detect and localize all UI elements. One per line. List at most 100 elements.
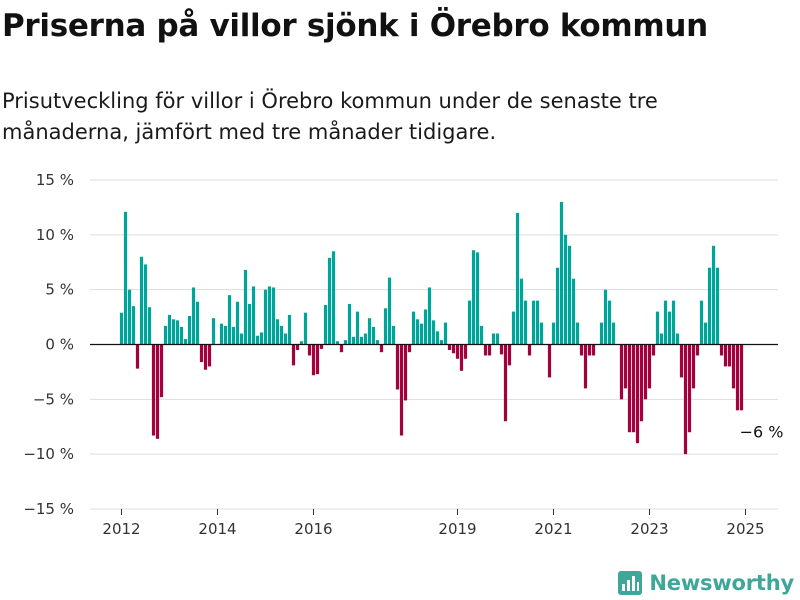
bar — [443, 322, 448, 345]
bar — [151, 344, 156, 436]
bar — [267, 286, 272, 345]
bar — [147, 307, 152, 345]
bar — [727, 344, 732, 367]
bar — [355, 311, 360, 345]
bar — [311, 344, 316, 376]
bar — [703, 322, 708, 345]
bar — [299, 341, 304, 345]
bar — [639, 344, 644, 422]
bar — [395, 344, 400, 390]
bar — [199, 344, 204, 363]
bar — [191, 287, 196, 345]
last-value-annotation: −6 % — [740, 422, 784, 441]
bar — [279, 325, 284, 345]
bar — [707, 267, 712, 345]
bar — [339, 344, 344, 353]
bar — [739, 344, 744, 411]
bar — [667, 311, 672, 345]
chart-subtitle: Prisutveckling för villor i Örebro kommu… — [2, 89, 658, 144]
bar — [643, 344, 648, 400]
bar — [303, 312, 308, 345]
bar — [487, 344, 492, 356]
bar — [211, 318, 216, 345]
bar — [447, 344, 452, 350]
bar — [695, 344, 700, 356]
bar — [179, 326, 184, 345]
x-tick-label: 2012 — [102, 520, 140, 538]
bar — [583, 344, 588, 389]
bar — [239, 333, 244, 345]
bar — [687, 344, 692, 433]
bar — [347, 303, 352, 345]
bar — [495, 333, 500, 345]
bar — [243, 269, 248, 345]
x-tick-label: 2014 — [198, 520, 236, 538]
bar — [231, 326, 236, 345]
bar — [499, 344, 504, 355]
bar — [259, 332, 264, 345]
bar — [679, 344, 684, 378]
bar — [383, 308, 388, 345]
bar — [603, 289, 608, 345]
bar — [663, 300, 668, 345]
bar — [131, 306, 136, 345]
bar — [359, 336, 364, 345]
bar — [171, 319, 176, 345]
bar — [411, 311, 416, 345]
bar — [387, 277, 392, 345]
bar — [535, 300, 540, 345]
bar — [507, 344, 512, 366]
bar — [547, 344, 552, 378]
bar — [619, 344, 624, 400]
bar — [435, 331, 440, 345]
bar — [483, 344, 488, 356]
bar — [227, 295, 232, 345]
bar — [623, 344, 628, 389]
bar — [419, 323, 424, 345]
bar — [459, 344, 464, 371]
bar — [475, 252, 480, 345]
brand-name: Newsworthy — [649, 571, 794, 595]
bar — [631, 344, 636, 433]
bar — [235, 301, 240, 345]
bar — [335, 341, 340, 345]
bar — [307, 344, 312, 356]
bar — [511, 311, 516, 345]
bar — [175, 320, 180, 345]
y-tick-label: −15 % — [23, 500, 74, 518]
y-tick-label: −5 % — [33, 390, 74, 408]
bar — [351, 336, 356, 345]
bar — [531, 300, 536, 345]
bar — [491, 333, 496, 345]
bar — [367, 318, 372, 345]
bar — [607, 300, 612, 345]
y-tick-label: 5 % — [45, 281, 74, 299]
bar — [439, 340, 444, 345]
bar — [471, 250, 476, 345]
bar — [271, 287, 276, 345]
bar — [647, 344, 652, 389]
bar — [519, 278, 524, 345]
bar — [423, 309, 428, 345]
bar — [331, 251, 336, 345]
bar — [579, 344, 584, 356]
bar — [283, 333, 288, 345]
bar — [203, 344, 208, 370]
bar — [195, 301, 200, 345]
bar — [315, 344, 320, 375]
bar — [375, 340, 380, 345]
x-tick-label: 2021 — [534, 520, 572, 538]
bar — [415, 319, 420, 345]
bar-chart: 15 %10 %5 %0 %−5 %−10 %−15 % 2012 2014 201… — [23, 171, 784, 538]
x-tick-label: 2019 — [438, 520, 476, 538]
bar — [479, 325, 484, 345]
bar — [143, 264, 148, 345]
bar — [223, 325, 228, 345]
bar — [527, 344, 532, 356]
bar — [391, 325, 396, 345]
bar — [635, 344, 640, 444]
bar-chart-logo-icon — [618, 571, 643, 595]
newsworthy-brand[interactable]: Newsworthy — [618, 571, 794, 595]
bar — [323, 305, 328, 345]
bar — [247, 303, 252, 345]
